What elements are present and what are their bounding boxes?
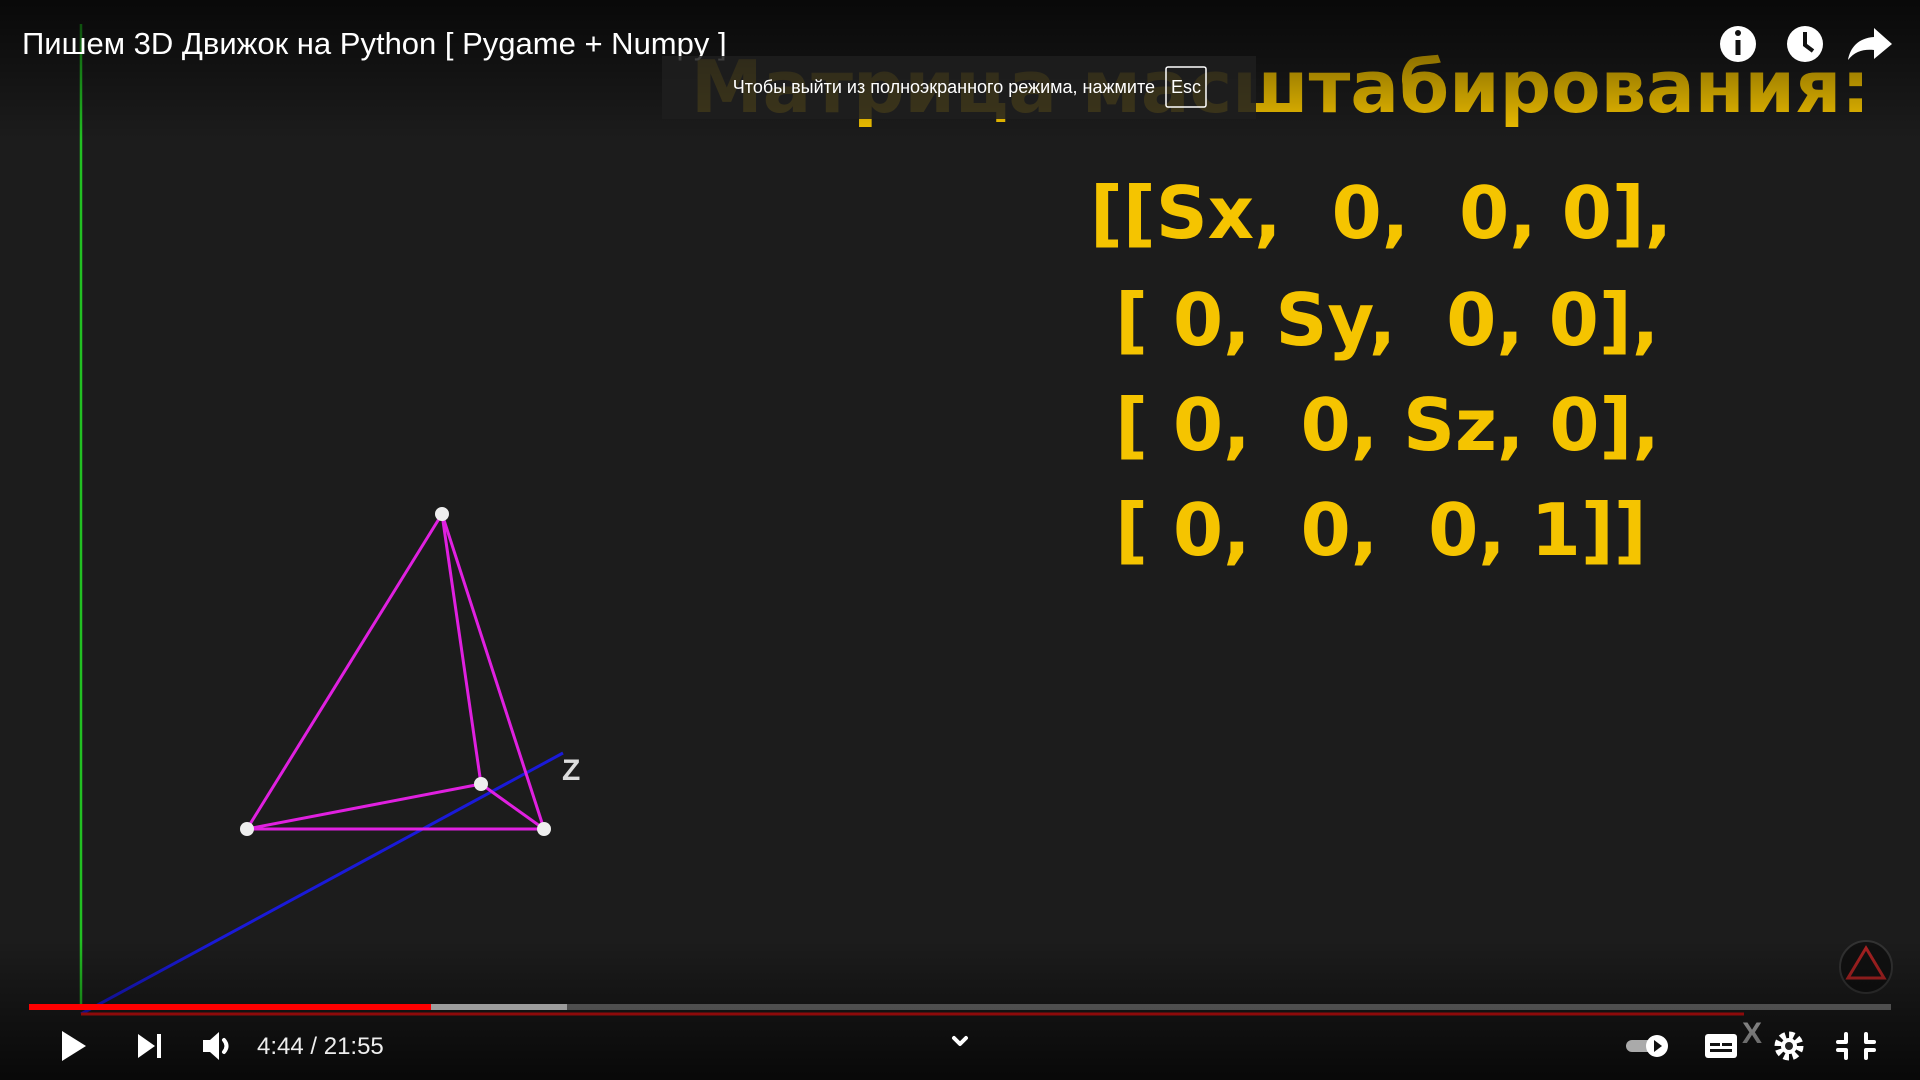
matrix-row: [[Sx, 0, 0, 0], — [1090, 171, 1672, 255]
edge — [440, 513, 546, 830]
vertex — [240, 822, 254, 836]
time-display: 4:44 / 21:55 — [257, 1033, 384, 1060]
video-title[interactable]: Пишем 3D Движок на Python [ Pygame + Num… — [22, 26, 727, 61]
play-button[interactable] — [62, 1031, 86, 1061]
axis-label-z: Z — [562, 754, 580, 787]
edge — [246, 782, 482, 831]
matrix-row: [ 0, 0, Sz, 0], — [1090, 383, 1660, 467]
edge — [245, 513, 444, 830]
share-button[interactable] — [1848, 28, 1892, 60]
vertices — [240, 507, 551, 836]
exit-fullscreen-button[interactable] — [1836, 1032, 1876, 1060]
fullscreen-toast: Чтобы выйти из полноэкранного режима, на… — [662, 56, 1256, 119]
vertex — [474, 777, 488, 791]
volume-button[interactable] — [203, 1032, 229, 1060]
matrix-row: [ 0, Sy, 0, 0], — [1090, 278, 1659, 362]
settings-button[interactable] — [1774, 1031, 1804, 1061]
edge — [440, 513, 483, 785]
vertex — [435, 507, 449, 521]
next-button[interactable] — [138, 1034, 161, 1058]
info-button[interactable] — [1720, 26, 1756, 62]
watch-later-button[interactable] — [1787, 26, 1823, 62]
matrix-row: [ 0, 0, 0, 1]] — [1090, 488, 1647, 572]
toast-key: Esc — [1171, 77, 1201, 97]
autoplay-toggle[interactable] — [1626, 1035, 1668, 1057]
tetrahedron — [245, 513, 546, 831]
vertex — [537, 822, 551, 836]
toast-text: Чтобы выйти из полноэкранного режима, на… — [733, 77, 1155, 97]
edge — [480, 782, 545, 831]
chapters-button[interactable] — [952, 1036, 968, 1046]
progress-track[interactable] — [29, 1004, 1891, 1010]
subtitles-button[interactable] — [1705, 1034, 1737, 1058]
progress-played — [29, 1004, 431, 1010]
